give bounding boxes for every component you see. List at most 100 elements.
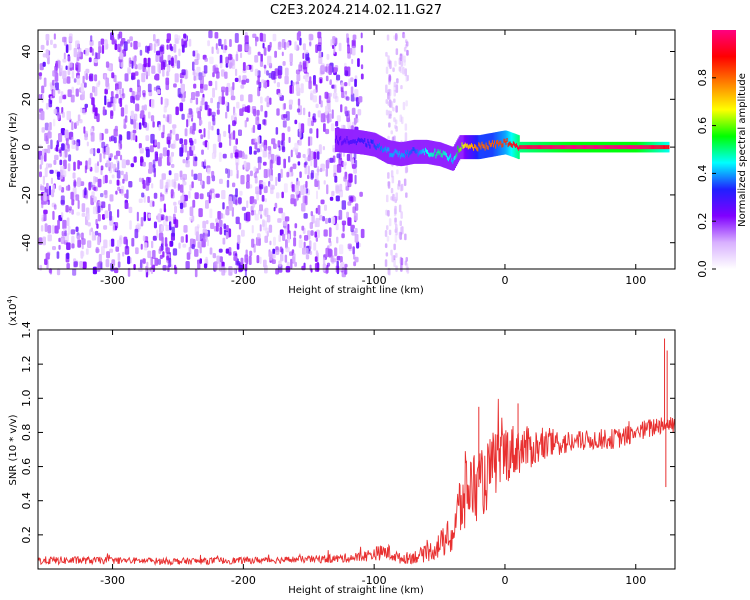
heatmap-cell — [194, 138, 197, 144]
heatmap-cell — [403, 178, 407, 187]
heatmap-cell — [189, 137, 193, 143]
heatmap-cell — [385, 209, 388, 216]
signal-cell — [613, 145, 616, 150]
heatmap-cell — [42, 53, 46, 58]
signal-cell — [350, 140, 353, 144]
heatmap-cell — [322, 257, 326, 265]
heatmap-cell — [174, 73, 179, 83]
heatmap-cell — [241, 79, 246, 85]
heatmap-cell — [307, 136, 310, 147]
heatmap-cell — [252, 202, 256, 208]
heatmap-cell — [302, 107, 306, 116]
signal-cell — [456, 152, 459, 157]
heatmap-cell — [405, 75, 408, 82]
heatmap-cell — [213, 193, 216, 199]
signal-cell — [437, 149, 440, 154]
heatmap-cell — [148, 168, 153, 174]
signal-cell — [385, 138, 387, 163]
heatmap-cell — [75, 226, 79, 232]
heatmap-cell — [66, 252, 70, 260]
heatmap-cell — [392, 107, 395, 112]
heatmap-cell — [156, 89, 161, 95]
heatmap-cell — [336, 236, 339, 244]
heatmap-cell — [385, 252, 389, 257]
heatmap-cell — [38, 94, 41, 100]
signal-cell — [413, 147, 416, 152]
heatmap-cell — [150, 133, 155, 144]
heatmap-cell — [102, 106, 106, 116]
heatmap-cell — [281, 114, 286, 120]
heatmap-cell — [292, 163, 297, 170]
heatmap-cell — [132, 133, 136, 141]
heatmap-cell — [121, 159, 126, 169]
heatmap-cell — [272, 248, 276, 255]
heatmap-cell — [170, 240, 174, 247]
signal-cell — [452, 159, 454, 164]
heatmap-cell — [246, 174, 250, 182]
heatmap-cell — [191, 145, 196, 151]
signal-cell — [410, 150, 413, 155]
heatmap-cell — [147, 57, 151, 68]
heatmap-cell — [66, 76, 71, 84]
signal-cell — [450, 146, 452, 171]
heatmap-cell — [342, 152, 345, 157]
heatmap-cell — [287, 126, 291, 132]
heatmap-cell — [257, 86, 261, 97]
heatmap-cell — [262, 219, 265, 227]
heatmap-cell — [328, 65, 332, 75]
heatmap-cell — [85, 68, 90, 74]
heatmap-cell — [184, 144, 188, 153]
heatmap-cell — [151, 65, 156, 74]
signal-cell — [497, 139, 499, 144]
heatmap-cell — [203, 263, 208, 269]
heatmap-cell — [49, 185, 51, 196]
heatmap-cell — [158, 64, 161, 74]
heatmap-cell — [238, 75, 242, 83]
snr-scale-label: (x104) — [6, 295, 19, 326]
heatmap-cell — [402, 31, 405, 39]
heatmap-cell — [166, 114, 170, 123]
heatmap-cell — [235, 216, 240, 225]
heatmap-cell — [228, 53, 232, 61]
heatmap-cell — [309, 222, 313, 229]
signal-cell — [343, 139, 346, 144]
snr-y-tick-label: 0.2 — [20, 526, 33, 544]
heatmap-cell — [206, 239, 209, 247]
signal-cell — [660, 145, 663, 150]
heatmap-cell — [93, 58, 98, 63]
signal-cell — [404, 154, 406, 159]
heatmap-cell — [75, 40, 80, 48]
signal-cell — [603, 145, 606, 150]
heatmap-cell — [211, 125, 214, 131]
heatmap-cell — [400, 60, 404, 67]
heatmap-cell — [221, 96, 225, 105]
heatmap-cell — [124, 246, 130, 255]
heatmap-cell — [264, 81, 268, 89]
heatmap-cell — [326, 53, 330, 60]
signal-cell — [519, 145, 521, 150]
heatmap-cell — [130, 95, 134, 103]
heatmap-cell — [256, 148, 260, 153]
heatmap-cell — [104, 128, 109, 134]
heatmap-cell — [333, 67, 338, 73]
heatmap-cell — [218, 38, 222, 47]
heatmap-cell — [109, 136, 112, 142]
signal-cell — [371, 132, 374, 157]
signal-cell — [423, 151, 426, 156]
heatmap-cell — [351, 164, 357, 169]
signal-cell — [459, 135, 462, 160]
signal-cell — [559, 145, 562, 150]
heatmap-cell — [225, 168, 228, 174]
heatmap-x-axis-label: Height of straight line (km) — [288, 285, 424, 296]
heatmap-cell — [230, 95, 236, 101]
heatmap-cell — [400, 257, 404, 266]
heatmap-cell — [248, 94, 253, 103]
signal-cell — [392, 140, 395, 165]
heatmap-cell — [394, 119, 398, 125]
heatmap-cell — [201, 149, 204, 155]
signal-cell — [390, 152, 393, 157]
heatmap-cell — [179, 102, 184, 112]
heatmap-cell — [102, 175, 105, 185]
heatmap-cell — [232, 130, 236, 140]
heatmap-cell — [213, 261, 218, 271]
